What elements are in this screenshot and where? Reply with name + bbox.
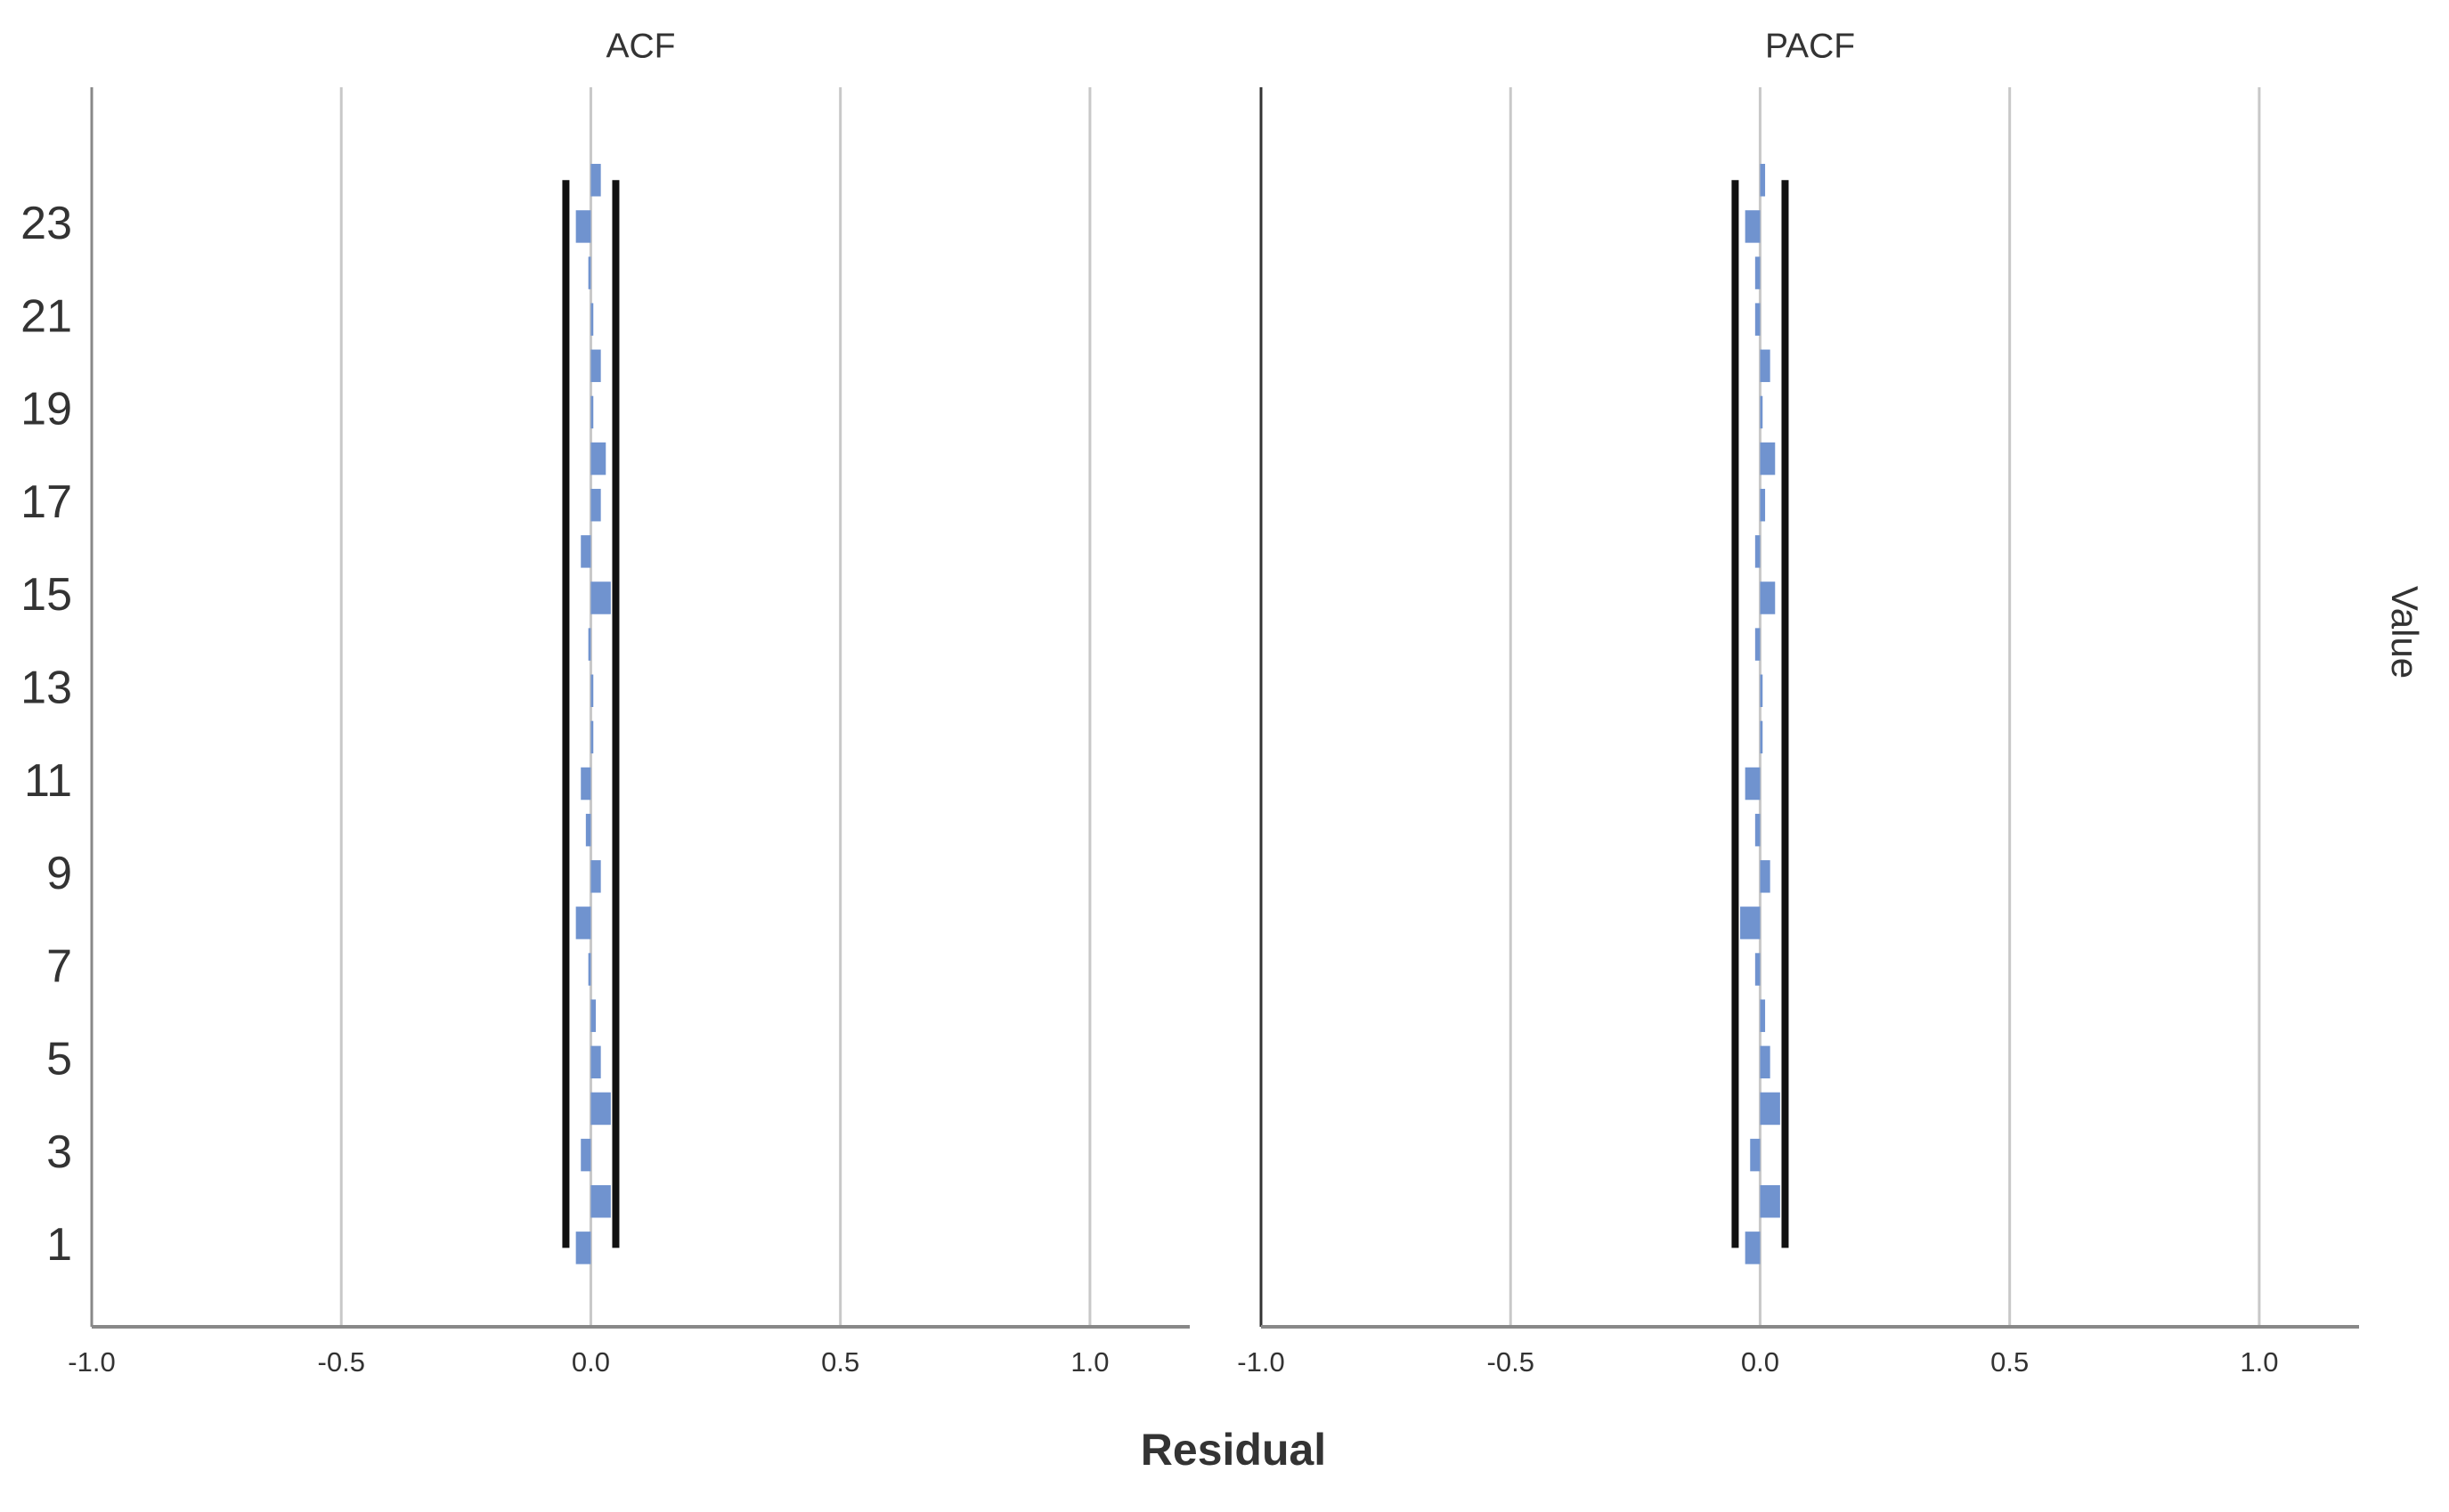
bar: [581, 767, 591, 801]
y-tick-label: 23: [20, 198, 72, 249]
bar: [1760, 1045, 1770, 1079]
x-tick-label: 0.5: [1990, 1346, 2029, 1378]
bar: [1760, 581, 1776, 614]
x-tick-label: 1.0: [2240, 1346, 2278, 1378]
bar: [1760, 999, 1766, 1032]
y-tick-label: 5: [46, 1034, 72, 1085]
bar: [590, 1184, 611, 1218]
x-tick-label: 1.0: [1070, 1346, 1109, 1378]
bar: [588, 256, 591, 289]
bar: [581, 1138, 591, 1172]
x-tick-label: 0.5: [821, 1346, 859, 1378]
bar: [1740, 906, 1761, 939]
x-tick-label: -0.5: [1487, 1346, 1534, 1378]
y-axis-title: Value: [2384, 586, 2426, 679]
bar: [590, 349, 601, 383]
bar: [1745, 1232, 1761, 1264]
y-tick-label: 11: [24, 755, 72, 807]
bar: [1760, 442, 1776, 476]
panel-title: PACF: [1765, 27, 1855, 65]
bar: [1754, 628, 1761, 661]
bar: [1760, 674, 1763, 707]
y-tick-label: 13: [20, 662, 72, 713]
bar: [590, 999, 597, 1032]
y-tick-label: 17: [20, 476, 72, 528]
bar: [575, 906, 591, 939]
x-tick-label: 0.0: [1741, 1346, 1779, 1378]
x-tick-label: -1.0: [68, 1346, 115, 1378]
bar: [585, 813, 591, 847]
bar: [590, 860, 601, 893]
bar: [1750, 1138, 1761, 1172]
bar: [590, 395, 594, 429]
bar: [590, 720, 594, 754]
bar: [590, 1045, 601, 1079]
bar: [590, 581, 611, 614]
y-tick-label: 9: [46, 848, 72, 899]
bar: [590, 488, 601, 522]
bar: [1754, 303, 1761, 336]
bar: [590, 674, 594, 707]
bar: [590, 442, 606, 476]
bar: [1754, 813, 1761, 847]
y-tick-label: 1: [46, 1219, 72, 1271]
y-tick-label: 19: [20, 384, 72, 435]
bar: [1760, 1092, 1780, 1126]
bar: [590, 303, 594, 336]
bar: [590, 164, 601, 197]
bar: [575, 210, 591, 243]
bar: [581, 535, 591, 568]
bar: [1760, 349, 1770, 383]
x-tick-label: 0.0: [572, 1346, 610, 1378]
bar: [1760, 1184, 1780, 1218]
bar: [590, 1092, 611, 1126]
panel-title: ACF: [606, 27, 676, 65]
x-tick-label: -1.0: [1237, 1346, 1284, 1378]
x-axis-title: Residual: [1141, 1425, 1326, 1475]
y-tick-label: 7: [46, 940, 72, 992]
y-tick-label: 3: [46, 1126, 72, 1178]
bar: [575, 1232, 591, 1264]
x-tick-label: -0.5: [318, 1346, 365, 1378]
bar: [588, 953, 591, 986]
y-tick-label: 15: [20, 569, 72, 621]
bar: [1745, 210, 1761, 243]
bar: [1745, 767, 1761, 801]
bar: [1754, 256, 1761, 289]
bar: [1760, 488, 1766, 522]
bar: [1760, 164, 1766, 197]
bar: [1754, 535, 1761, 568]
bar: [1760, 860, 1770, 893]
bar: [588, 628, 591, 661]
bar: [1760, 720, 1763, 754]
bar: [1754, 953, 1761, 986]
y-tick-label: 21: [20, 290, 72, 342]
bar: [1760, 395, 1763, 429]
